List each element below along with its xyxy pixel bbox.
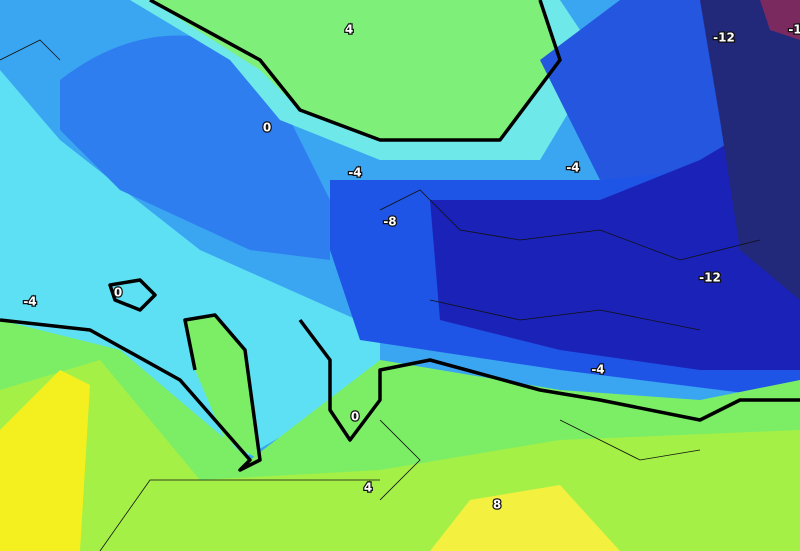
green-region bbox=[150, 0, 560, 140]
contour-label: -4 bbox=[591, 363, 604, 377]
yellow-region bbox=[430, 485, 620, 551]
contour-label: 4 bbox=[345, 23, 353, 37]
contour-label: 0 bbox=[114, 286, 122, 300]
contour-label: -8 bbox=[383, 215, 396, 229]
contour-label: -4 bbox=[566, 161, 579, 175]
green-region bbox=[185, 315, 260, 460]
contour-label: -1 bbox=[788, 23, 800, 37]
contour-line bbox=[298, 318, 800, 442]
navy-region bbox=[430, 100, 800, 370]
contour-label: -12 bbox=[699, 271, 721, 285]
contour-label: 4 bbox=[364, 481, 372, 495]
contour-label: 8 bbox=[493, 498, 501, 512]
contour-line bbox=[149, 0, 562, 142]
contour-line bbox=[0, 313, 262, 472]
yellow-region bbox=[0, 370, 90, 551]
contour-label: -4 bbox=[348, 166, 361, 180]
contour-label: 0 bbox=[351, 410, 359, 424]
purple-region bbox=[760, 0, 800, 40]
contour-label: -4 bbox=[23, 295, 36, 309]
contour-label: 0 bbox=[263, 121, 271, 135]
yellow-green-region bbox=[0, 360, 800, 551]
border-line bbox=[0, 39, 761, 551]
contour-line bbox=[108, 278, 157, 312]
contour-label: -12 bbox=[713, 31, 735, 45]
dark-navy-region bbox=[700, 0, 800, 300]
